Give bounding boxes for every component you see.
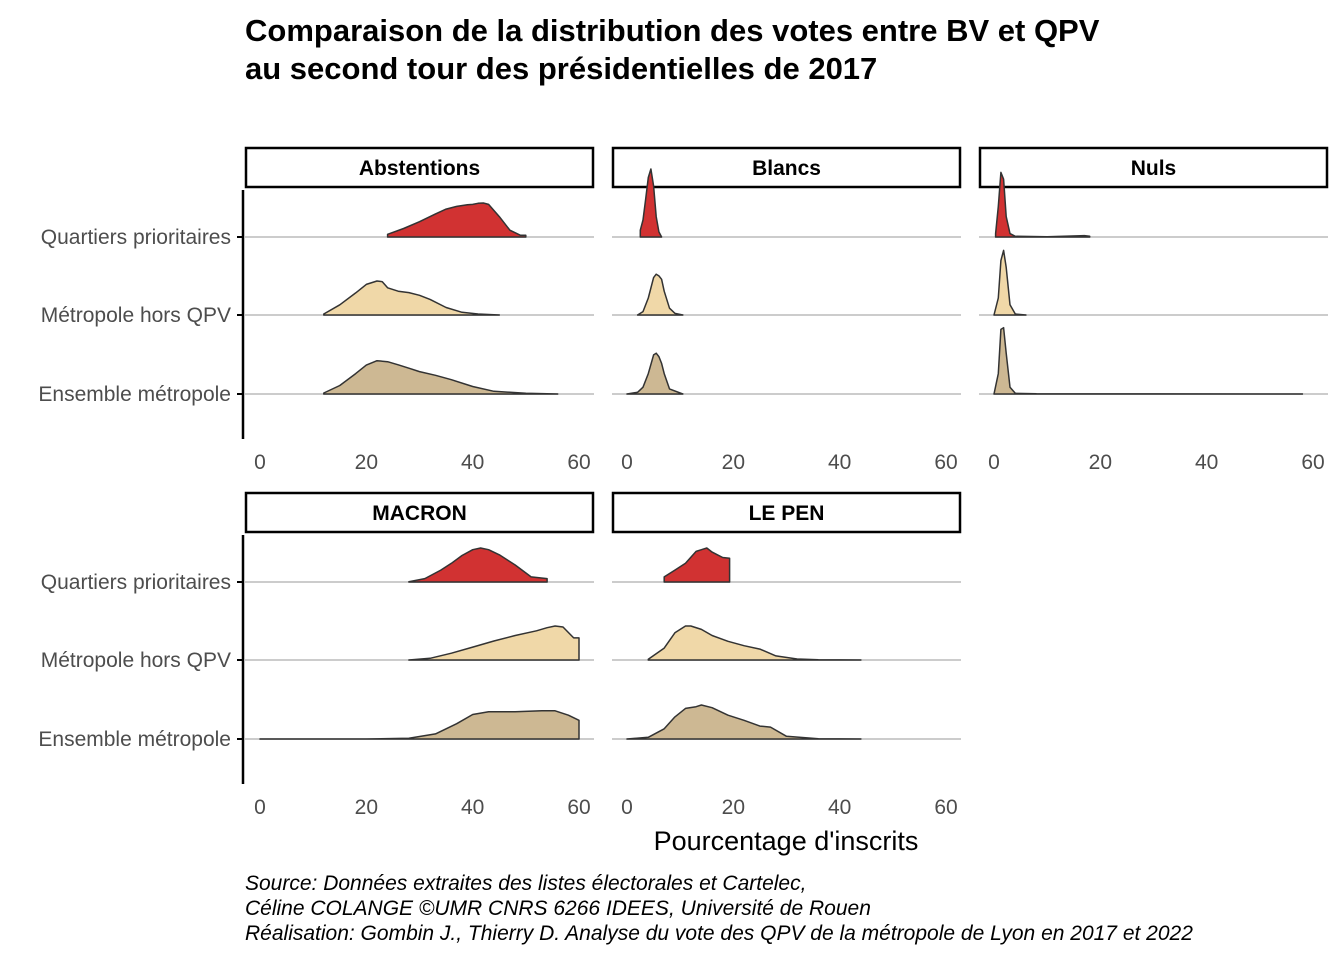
x-tick-label: 20 — [355, 796, 378, 819]
density-ridge-hors-qpv — [993, 249, 1027, 316]
x-tick-label: 40 — [828, 796, 851, 819]
x-tick-label: 0 — [254, 796, 266, 819]
x-tick-label: 40 — [461, 796, 484, 819]
density-ridge-qpv — [663, 547, 731, 583]
facet-panels: Abstentions Quartiers prioritaires Métropo… — [38, 146, 1329, 819]
facet-strip — [978, 146, 1329, 189]
density-ridge-hors-qpv — [647, 625, 862, 661]
density-ridge-qpv — [386, 202, 527, 238]
facet-strip — [244, 491, 595, 534]
density-ridge-hors-qpv — [408, 625, 580, 661]
x-tick-label: 20 — [355, 451, 378, 474]
x-tick-label: 60 — [1301, 451, 1324, 474]
x-tick-label: 40 — [828, 451, 851, 474]
y-tick-label: Quartiers prioritaires — [41, 571, 231, 594]
chart-title-line-2: au second tour des présidentielles de 20… — [245, 51, 877, 86]
chart-title-line-1: Comparaison de la distribution des votes… — [245, 13, 1100, 48]
x-tick-label: 40 — [1195, 451, 1218, 474]
density-ridge-qpv — [408, 547, 548, 583]
caption-line-1: Source: Données extraites des listes éle… — [245, 872, 806, 895]
facet-strip-label: Blancs — [752, 157, 821, 180]
density-ridge-ensemble — [993, 326, 1304, 395]
x-tick-label: 0 — [988, 451, 1000, 474]
caption-line-3: Réalisation: Gombin J., Thierry D. Analy… — [245, 922, 1193, 945]
density-ridge-ensemble — [259, 710, 580, 740]
panel-macron: MACRON Quartiers prioritaires Métropole ho… — [38, 491, 595, 819]
y-tick-label: Quartiers prioritaires — [41, 226, 231, 249]
facet-strip-label: Abstentions — [359, 157, 480, 180]
density-ridge-hors-qpv — [323, 280, 501, 316]
density-ridge-ensemble — [626, 352, 684, 395]
density-ridge-ensemble — [323, 359, 559, 395]
caption-line-2: Céline COLANGE ©UMR CNRS 6266 IDEES, Uni… — [245, 897, 871, 920]
x-tick-label: 60 — [567, 451, 590, 474]
facet-strip-label: MACRON — [372, 502, 467, 525]
panel-nuls: Nuls 0 20 40 60 — [978, 146, 1329, 474]
x-tick-label: 20 — [1089, 451, 1112, 474]
panel-abstentions: Abstentions Quartiers prioritaires Métropo… — [38, 146, 595, 474]
x-tick-label: 60 — [567, 796, 590, 819]
density-ridge-ensemble — [626, 704, 862, 740]
facet-strip-label: Nuls — [1131, 157, 1177, 180]
x-tick-label: 60 — [934, 796, 957, 819]
x-tick-label: 0 — [621, 451, 633, 474]
facet-strip — [611, 146, 962, 189]
x-tick-label: 0 — [621, 796, 633, 819]
y-tick-label: Ensemble métropole — [38, 383, 231, 406]
facet-strip — [244, 146, 595, 189]
x-tick-label: 20 — [722, 451, 745, 474]
x-tick-label: 0 — [254, 451, 266, 474]
y-tick-label: Métropole hors QPV — [41, 649, 231, 672]
x-axis-label: Pourcentage d'inscrits — [654, 826, 919, 856]
panel-blancs: Blancs 0 20 40 60 — [611, 146, 962, 474]
x-tick-label: 20 — [722, 796, 745, 819]
facet-strip — [611, 491, 962, 534]
panel-le-pen: LE PEN 0 20 40 60 — [611, 491, 962, 819]
facet-strip-label: LE PEN — [749, 502, 825, 525]
x-tick-label: 40 — [461, 451, 484, 474]
x-tick-label: 60 — [934, 451, 957, 474]
density-ridge-qpv — [994, 171, 1091, 238]
y-tick-label: Ensemble métropole — [38, 728, 231, 751]
y-tick-label: Métropole hors QPV — [41, 304, 231, 327]
density-ridge-hors-qpv — [636, 273, 684, 316]
density-ridge-qpv — [639, 168, 663, 238]
